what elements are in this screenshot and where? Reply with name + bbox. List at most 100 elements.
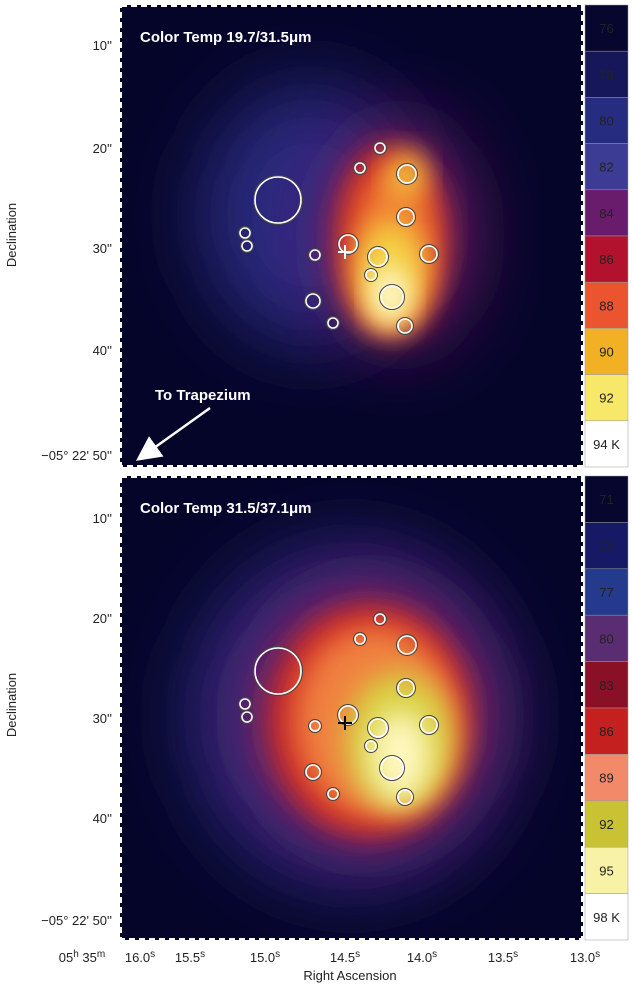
source-circle — [354, 162, 366, 174]
source-circle — [396, 163, 418, 185]
colorbar-label: 90 — [599, 345, 613, 360]
colorbar-swatch — [584, 661, 629, 709]
x-tick-text: 14.0 — [407, 950, 432, 965]
source-circle — [326, 787, 340, 801]
x-tick-sup: s — [513, 949, 518, 960]
colorbar-label: 92 — [599, 817, 613, 832]
colorbar-label: 95 — [599, 863, 613, 878]
colorbar-label: 76 — [599, 21, 613, 36]
cross-marker — [338, 245, 352, 259]
x-tick-label: 16.0s — [125, 949, 155, 966]
source-circle — [365, 269, 377, 281]
source-circle — [373, 612, 387, 626]
source-circle — [364, 268, 378, 282]
y-axis-label: Declination — [4, 673, 19, 737]
source-circle — [396, 634, 418, 656]
source-circle — [364, 739, 378, 753]
annotation-arrow — [135, 406, 211, 461]
colorbar-label: 80 — [599, 114, 613, 129]
source-circle — [241, 711, 253, 723]
panel-title: Color Temp 19.7/31.5μm — [140, 29, 311, 46]
source-circle — [326, 316, 340, 330]
source-circle — [396, 317, 414, 335]
panel-border — [120, 476, 583, 940]
source-circle — [368, 718, 388, 738]
source-circle — [396, 788, 414, 806]
colorbar-swatch — [584, 754, 629, 802]
x-tick-text: 35 — [79, 950, 97, 965]
source-circle — [254, 176, 302, 224]
colorbar-swatch — [584, 614, 629, 662]
colorbar-swatch — [584, 328, 629, 375]
colorbar-swatch — [584, 846, 629, 894]
source-circle — [420, 716, 438, 734]
y-tick-label: 20'' — [93, 141, 112, 156]
source-circle — [397, 318, 413, 334]
source-circle — [305, 764, 321, 780]
colorbar-swatch — [584, 50, 629, 98]
x-tick-label: 14.5s — [330, 949, 360, 966]
y-axis-label: Declination — [4, 203, 19, 267]
source-circle — [309, 720, 321, 732]
colorbar-swatch — [584, 281, 629, 329]
colorbar-label: 86 — [599, 252, 613, 267]
x-tick-sup: s — [150, 949, 155, 960]
colorbar-label: 92 — [599, 391, 613, 406]
source-circle — [239, 227, 251, 239]
source-circle — [241, 240, 253, 252]
colorbar-swatch — [584, 374, 629, 422]
source-circle — [240, 239, 254, 253]
colorbar-label: 71 — [599, 492, 613, 507]
source-circle — [379, 755, 405, 781]
x-tick-label: 13.0s — [570, 949, 600, 966]
y-tick-label: 40'' — [93, 811, 112, 826]
colorbar-swatch — [584, 893, 629, 941]
source-circle — [380, 756, 404, 780]
source-circle — [397, 789, 413, 805]
source-circle — [419, 244, 439, 264]
emission — [389, 153, 425, 197]
source-circle — [308, 719, 322, 733]
y-tick-label: 20'' — [93, 611, 112, 626]
y-tick-label: −05° 22' 50'' — [41, 913, 112, 928]
source-circle — [253, 646, 303, 696]
colorbar-label: 98 K — [593, 910, 620, 925]
x-tick-sup: s — [595, 949, 600, 960]
source-circle — [327, 317, 339, 329]
source-circle — [374, 613, 386, 625]
x-tick-label: 14.0s — [407, 949, 437, 966]
colorbar-label: 78 — [599, 67, 613, 82]
source-circle — [308, 248, 322, 262]
colorbar-label: 86 — [599, 724, 613, 739]
source-circle — [373, 141, 387, 155]
colorbar-label: 77 — [599, 585, 613, 600]
colorbar-swatch — [584, 475, 629, 523]
x-tick-sup: s — [355, 949, 360, 960]
y-tick-label: −05° 22' 50'' — [41, 448, 112, 463]
x-tick-sup: s — [432, 949, 437, 960]
colorbar-label: 83 — [599, 678, 613, 693]
source-circle — [397, 164, 417, 184]
source-circle — [396, 207, 416, 227]
colorbar-swatch — [584, 143, 629, 191]
y-tick-label: 10'' — [93, 38, 112, 53]
source-circle — [354, 633, 366, 645]
colorbar-swatch — [584, 522, 629, 570]
colorbar-label: 80 — [599, 631, 613, 646]
x-tick-label: 13.5s — [488, 949, 518, 966]
colorbar-swatch — [584, 4, 629, 52]
source-circle — [367, 717, 389, 739]
colorbar-swatch — [584, 568, 629, 616]
source-circle — [309, 249, 321, 261]
source-circle — [305, 293, 321, 309]
source-circle — [396, 678, 416, 698]
x-tick-text: 14.5 — [330, 950, 355, 965]
panel-title: Color Temp 31.5/37.1μm — [140, 500, 311, 517]
x-tick-sup: h — [73, 949, 79, 960]
colorbar-label: 89 — [599, 771, 613, 786]
source-circle — [353, 632, 367, 646]
cross-marker — [338, 716, 352, 730]
colorbar-swatch — [584, 420, 629, 468]
source-circle — [379, 284, 405, 310]
colorbar-label: 84 — [599, 206, 613, 221]
